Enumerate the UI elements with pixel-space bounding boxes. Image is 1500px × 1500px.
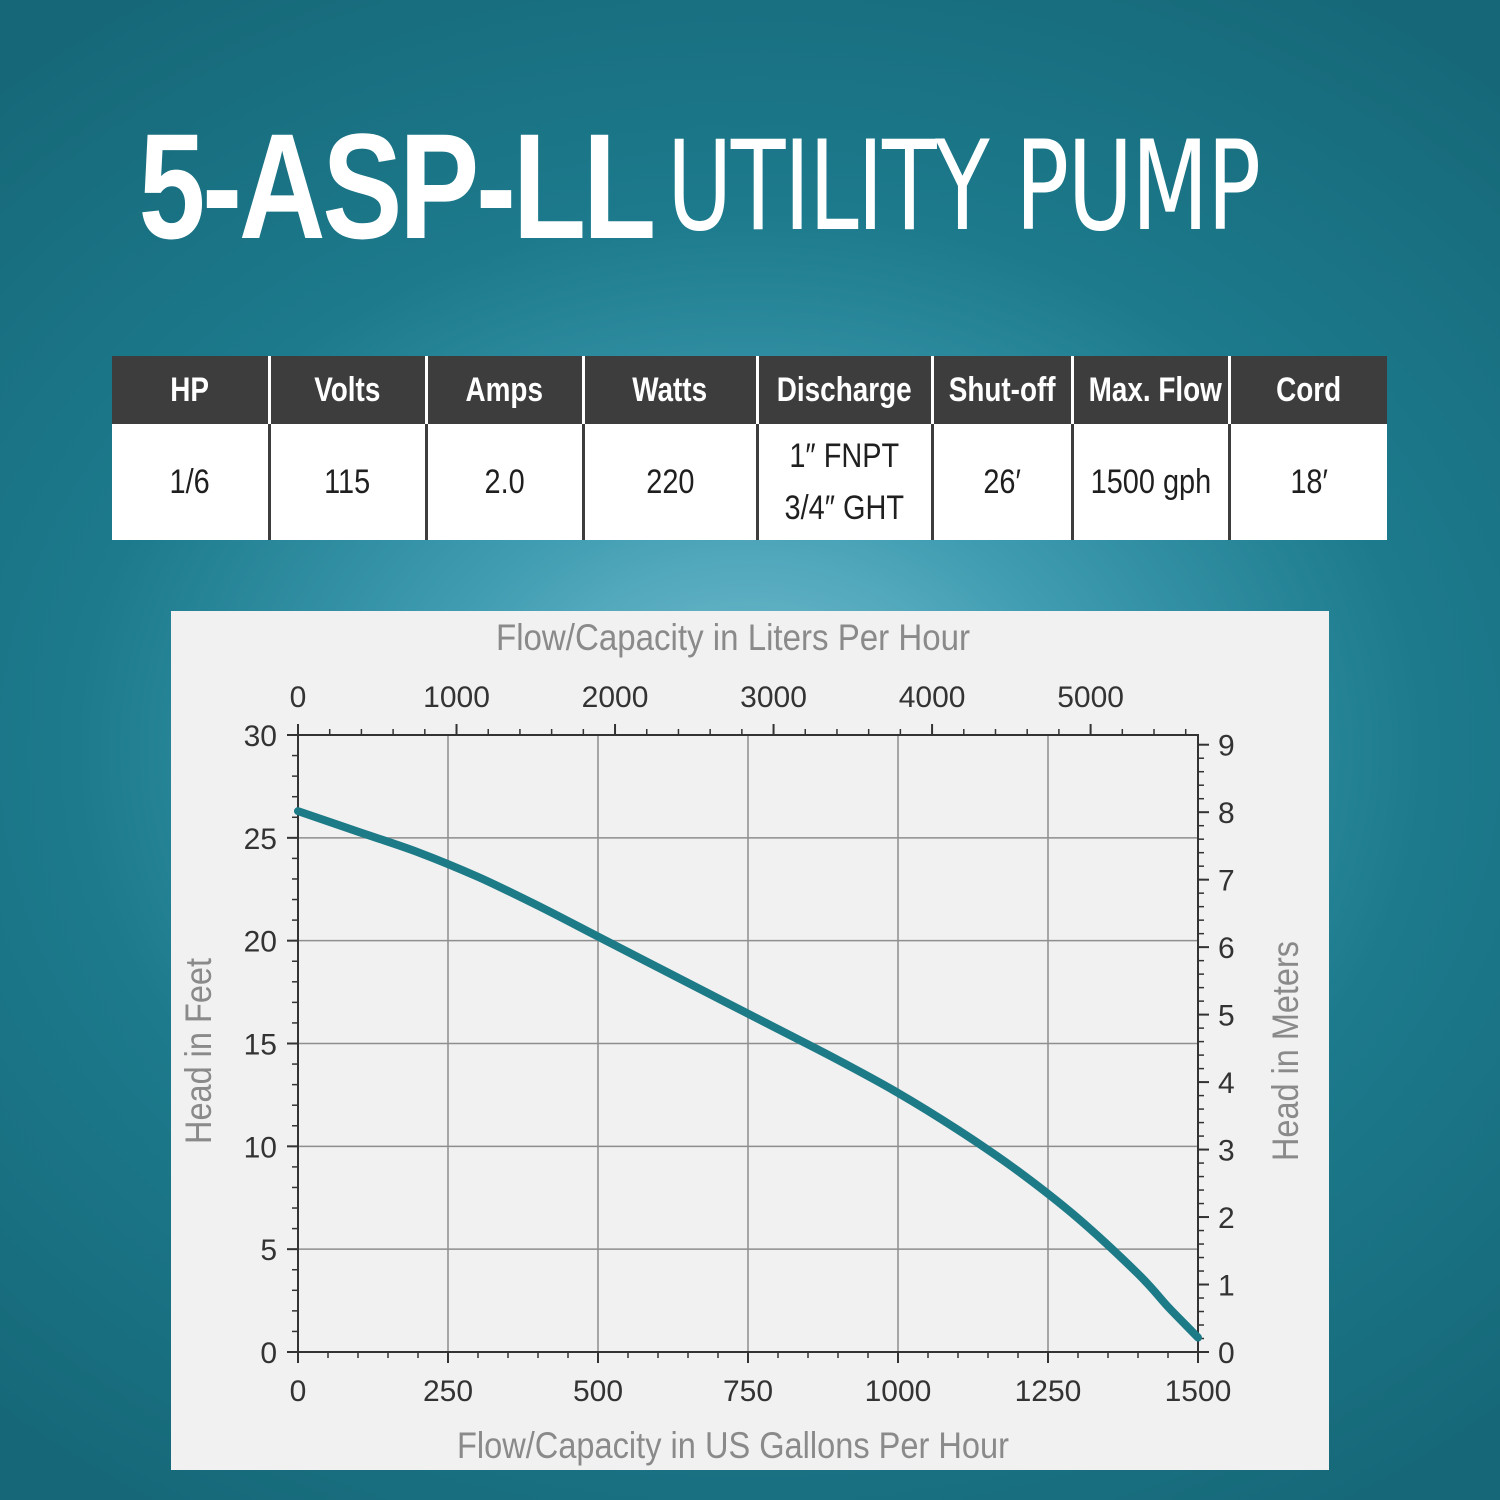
x-tick-label: 500	[573, 1375, 623, 1408]
right-axis-title: Head in Meters	[1265, 941, 1306, 1161]
top-tick-label: 5000	[1057, 681, 1124, 714]
spec-table: HP Volts Amps Watts Discharge Shut-off M…	[112, 356, 1387, 540]
spec-header-shutoff: Shut-off	[932, 356, 1074, 424]
y-tick-label: 0	[260, 1337, 277, 1370]
right-tick-label: 7	[1218, 865, 1235, 898]
model-name: 5-ASP-LL	[138, 102, 656, 270]
spec-value-hp: 1/6	[112, 424, 271, 540]
major-tick-layer	[287, 724, 1209, 1363]
right-tick-label: 6	[1218, 932, 1235, 965]
x-tick-label: 1250	[1015, 1375, 1082, 1408]
pump-curve-line	[294, 807, 1202, 1342]
y-tick-label: 15	[244, 1029, 277, 1062]
top-tick-label: 2000	[582, 681, 649, 714]
x-tick-label: 0	[290, 1375, 307, 1408]
right-tick-label: 4	[1218, 1067, 1235, 1100]
spec-header-hp: HP	[112, 356, 271, 424]
spec-header-discharge: Discharge	[757, 356, 934, 424]
right-tick-label: 5	[1218, 1000, 1235, 1033]
y-tick-label: 20	[244, 926, 277, 959]
spec-value-amps: 2.0	[426, 424, 585, 540]
top-tick-label: 4000	[899, 681, 966, 714]
spec-header-cord: Cord	[1229, 356, 1387, 424]
right-tick-label: 3	[1218, 1135, 1235, 1168]
spec-value-max-flow: 1500 gph	[1072, 424, 1231, 540]
spec-value-row: 1/6 115 2.0 220 1″ FNPT 3/4″ GHT 26′ 150…	[112, 424, 1387, 540]
x-tick-label: 250	[423, 1375, 473, 1408]
page-title: 5-ASP-LL UTILITY PUMP	[0, 100, 1500, 270]
y-axis-title: Head in Feet	[178, 957, 219, 1144]
right-tick-label: 2	[1218, 1202, 1235, 1235]
x-tick-label: 1000	[865, 1375, 932, 1408]
y-tick-label: 5	[260, 1234, 277, 1267]
right-tick-label: 0	[1218, 1337, 1235, 1370]
right-tick-label: 1	[1218, 1270, 1235, 1303]
y-tick-label: 25	[244, 823, 277, 856]
x-axis-title: Flow/Capacity in US Gallons Per Hour	[457, 1425, 1009, 1466]
product-name: UTILITY PUMP	[667, 114, 1261, 259]
spec-value-shutoff: 26′	[932, 424, 1074, 540]
x-tick-label: 750	[723, 1375, 773, 1408]
spec-value-cord: 18′	[1229, 424, 1387, 540]
spec-value-volts: 115	[269, 424, 428, 540]
top-tick-label: 1000	[423, 681, 490, 714]
spec-header-volts: Volts	[269, 356, 428, 424]
spec-header-amps: Amps	[426, 356, 585, 424]
performance-chart: 0 250 500 750 1000 1250 1500 0 5 10 15 20 25 30 0 1000 2…	[171, 611, 1329, 1470]
y-tick-label: 30	[244, 720, 277, 753]
top-axis-title: Flow/Capacity in Liters Per Hour	[496, 617, 970, 658]
spec-value-discharge: 1″ FNPT 3/4″ GHT	[757, 424, 934, 540]
spec-header-max-flow: Max. Flow	[1072, 356, 1231, 424]
spec-value-watts: 220	[583, 424, 759, 540]
top-tick-label: 0	[290, 681, 307, 714]
right-tick-label: 9	[1218, 730, 1235, 763]
top-tick-label: 3000	[740, 681, 807, 714]
spec-header-watts: Watts	[583, 356, 759, 424]
right-tick-label: 8	[1218, 797, 1235, 830]
spec-header-row: HP Volts Amps Watts Discharge Shut-off M…	[112, 356, 1387, 424]
y-tick-label: 10	[244, 1131, 277, 1164]
x-tick-label: 1500	[1165, 1375, 1232, 1408]
grid-layer	[298, 735, 1198, 1352]
